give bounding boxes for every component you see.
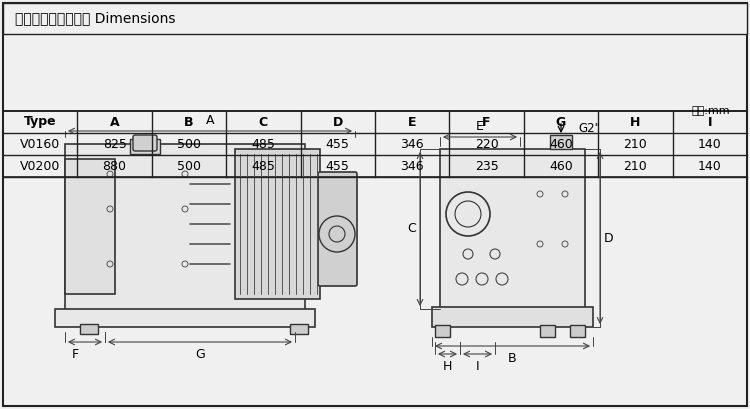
Bar bbox=[3, 111, 747, 177]
Text: F: F bbox=[482, 115, 490, 128]
Text: G: G bbox=[195, 348, 205, 361]
Text: A: A bbox=[206, 114, 214, 127]
Text: E: E bbox=[408, 115, 416, 128]
Text: 140: 140 bbox=[698, 137, 721, 151]
Bar bbox=[550, 135, 572, 149]
Bar bbox=[570, 325, 585, 337]
Text: 外型尺寸及安装尺寸 Dimensions: 外型尺寸及安装尺寸 Dimensions bbox=[15, 11, 176, 25]
Text: C: C bbox=[259, 115, 268, 128]
Text: F: F bbox=[71, 348, 79, 361]
Text: 500: 500 bbox=[177, 137, 201, 151]
Bar bbox=[540, 325, 555, 337]
FancyBboxPatch shape bbox=[3, 3, 747, 34]
Text: V0200: V0200 bbox=[20, 160, 61, 173]
Text: 460: 460 bbox=[549, 137, 573, 151]
Text: B: B bbox=[509, 352, 517, 365]
Text: H: H bbox=[442, 360, 452, 373]
Text: 455: 455 bbox=[326, 160, 350, 173]
Text: D: D bbox=[604, 231, 613, 245]
Text: 210: 210 bbox=[623, 160, 647, 173]
Text: 140: 140 bbox=[698, 160, 721, 173]
Text: H: H bbox=[630, 115, 640, 128]
Text: 346: 346 bbox=[400, 160, 424, 173]
Text: 880: 880 bbox=[103, 160, 127, 173]
Text: 210: 210 bbox=[623, 137, 647, 151]
Text: A: A bbox=[110, 115, 119, 128]
Text: 500: 500 bbox=[177, 160, 201, 173]
Text: C: C bbox=[408, 222, 416, 236]
Text: 235: 235 bbox=[475, 160, 499, 173]
Text: V0160: V0160 bbox=[20, 137, 60, 151]
Bar bbox=[65, 144, 305, 314]
FancyBboxPatch shape bbox=[133, 135, 157, 151]
Text: G: G bbox=[556, 115, 566, 128]
Bar bbox=[80, 324, 98, 334]
Text: 单位:mm: 单位:mm bbox=[692, 106, 730, 116]
Text: 455: 455 bbox=[326, 137, 350, 151]
Bar bbox=[65, 159, 115, 294]
Text: 346: 346 bbox=[400, 137, 424, 151]
Text: E: E bbox=[476, 120, 484, 133]
Text: 485: 485 bbox=[251, 137, 275, 151]
Text: 460: 460 bbox=[549, 160, 573, 173]
Bar bbox=[55, 309, 315, 327]
Text: 485: 485 bbox=[251, 160, 275, 173]
FancyBboxPatch shape bbox=[318, 172, 357, 286]
Bar bbox=[290, 324, 308, 334]
Text: Type: Type bbox=[24, 115, 56, 128]
Bar bbox=[130, 139, 160, 154]
Bar bbox=[432, 307, 593, 327]
Bar bbox=[440, 149, 585, 309]
Text: I: I bbox=[707, 115, 712, 128]
Text: I: I bbox=[476, 360, 479, 373]
Text: 825: 825 bbox=[103, 137, 127, 151]
Text: 220: 220 bbox=[475, 137, 499, 151]
Text: G2": G2" bbox=[578, 123, 600, 135]
Text: B: B bbox=[184, 115, 194, 128]
Text: D: D bbox=[333, 115, 343, 128]
Bar bbox=[235, 149, 320, 299]
FancyBboxPatch shape bbox=[3, 3, 747, 406]
Bar bbox=[435, 325, 450, 337]
